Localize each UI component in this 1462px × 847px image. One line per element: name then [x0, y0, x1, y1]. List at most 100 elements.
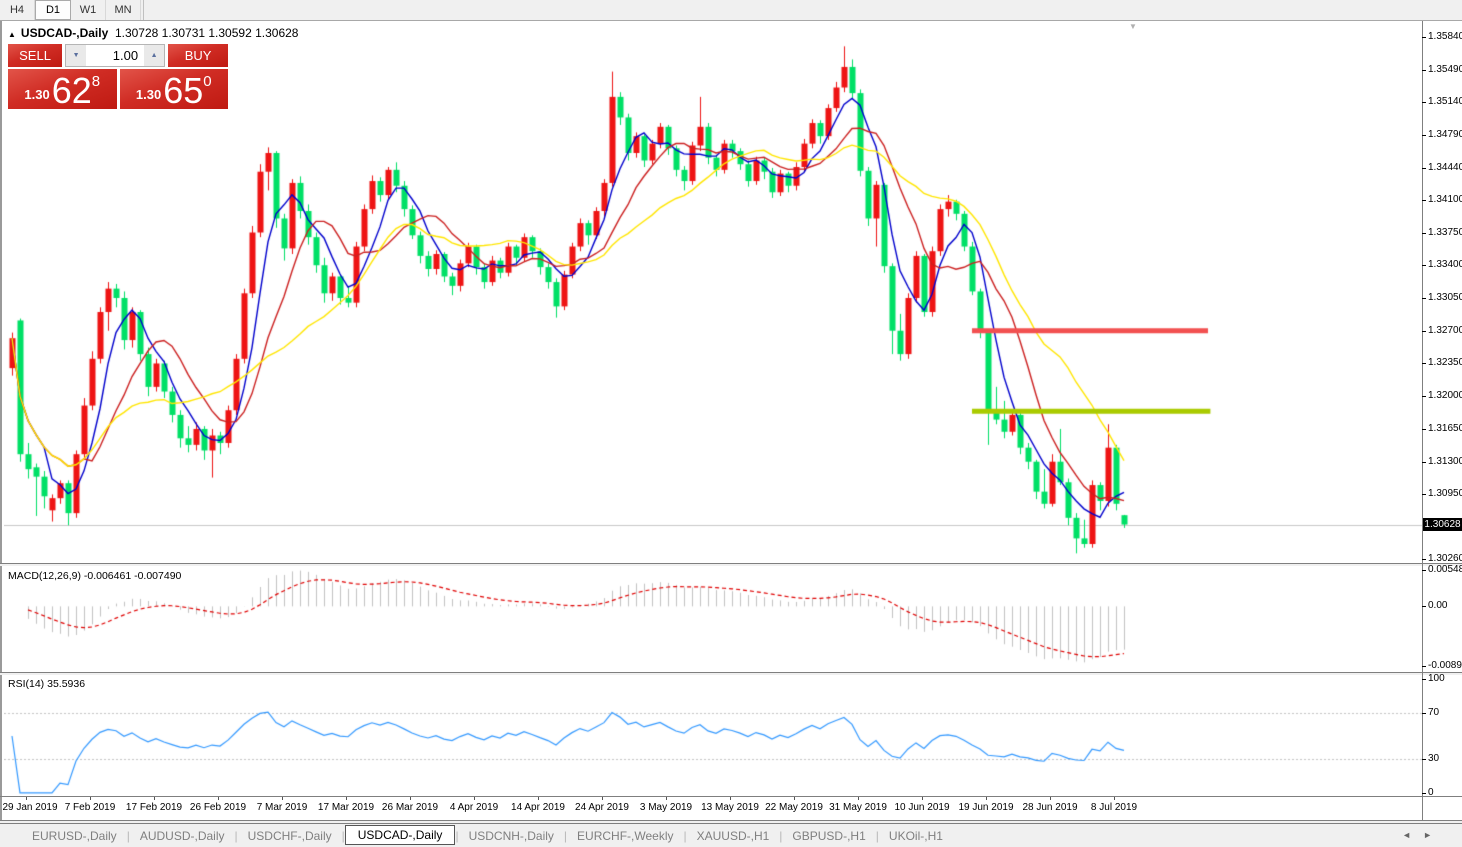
collapse-panel-icon[interactable]: ▲ [8, 30, 16, 39]
chart-tab-usdcnh[interactable]: USDCNH-,Daily [468, 828, 554, 843]
date-tick-label: 26 Feb 2019 [189, 802, 247, 813]
macd-pane-canvas[interactable] [4, 566, 1424, 672]
date-tick-label: 13 May 2019 [701, 802, 759, 813]
rsi-pane-canvas[interactable] [4, 675, 1424, 797]
buy-price-sup: 0 [203, 73, 212, 90]
date-tick-label: 7 Mar 2019 [256, 802, 308, 813]
rsi-tick-label: 30 [1428, 752, 1440, 764]
date-tick-label: 31 May 2019 [829, 802, 887, 813]
date-tick [410, 797, 411, 800]
price-axis-border [1422, 21, 1423, 820]
macd-tick-label: 0.005484 [1428, 564, 1462, 575]
price-tick-label-tick [1422, 558, 1426, 560]
macd-tick-label-tick [1422, 665, 1426, 667]
chart-tab-eurchf[interactable]: EURCHF-,Weekly [577, 828, 674, 843]
price-tick-label: 1.35140 [1428, 96, 1462, 108]
date-tick-label: 29 Jan 2019 [2, 802, 58, 813]
chart-tab-usdcad[interactable]: USDCAD-,Daily [344, 824, 456, 845]
price-tick-label: 1.32700 [1428, 324, 1462, 336]
macd-tick-label-tick [1422, 606, 1426, 608]
chart-title-bar: ▲ USDCAD-,Daily 1.30728 1.30731 1.30592 1… [8, 26, 298, 40]
volume-input[interactable] [86, 45, 145, 66]
price-tick-label-tick [1422, 297, 1426, 299]
price-tick-label-tick [1422, 167, 1426, 169]
price-tick-label: 1.32350 [1428, 357, 1462, 369]
sell-button[interactable]: SELL [8, 44, 63, 67]
date-axis-border [0, 796, 1462, 797]
macd-values: -0.006461 -0.007490 [83, 570, 182, 582]
volume-decrease-button[interactable]: ▼ [66, 45, 87, 66]
date-tick [282, 797, 283, 800]
date-tick-label: 14 Apr 2019 [511, 802, 565, 813]
date-tick [666, 797, 667, 800]
buy-price-big: 65 [163, 70, 204, 111]
price-chart-canvas[interactable] [4, 21, 1424, 563]
price-tick-label-tick [1422, 494, 1426, 496]
rsi-value: 35.5936 [47, 678, 86, 690]
sell-price-display[interactable]: 1.30 62 8 [8, 69, 117, 109]
tab-scroll-right-icon[interactable]: ► [1423, 830, 1444, 840]
price-tick-label-tick [1422, 232, 1426, 234]
tab-scroll-arrows[interactable]: ◄► [1402, 830, 1444, 840]
date-tick [474, 797, 475, 800]
price-tick-label: 1.33050 [1428, 291, 1462, 303]
date-tick [794, 797, 795, 800]
chart-tab-ukoil[interactable]: UKOil-,H1 [888, 828, 943, 843]
sell-price-sup: 8 [91, 73, 101, 90]
timeframe-tab-d1[interactable]: D1 [35, 0, 71, 20]
macd-tick-label-tick [1422, 570, 1426, 571]
date-tick [1050, 797, 1051, 800]
current-price-tag: 1.30628 [1423, 518, 1462, 532]
price-tick-label: 1.31650 [1428, 422, 1462, 434]
chart-tab-gbpusd[interactable]: GBPUSD-,H1 [792, 828, 866, 843]
price-tick-label: 1.30950 [1428, 488, 1462, 500]
price-tick-label: 1.35840 [1428, 30, 1462, 42]
pane-splitter[interactable] [0, 672, 1462, 673]
date-tick [26, 797, 27, 800]
date-tick-label: 26 Mar 2019 [381, 802, 439, 813]
chart-tab-xauusd[interactable]: XAUUSD-,H1 [696, 828, 770, 843]
buy-price-display[interactable]: 1.30 65 0 [119, 69, 228, 111]
rsi-indicator-label: RSI(14) 35.5936 [8, 678, 86, 690]
timeframe-tab-mn[interactable]: MN [106, 0, 141, 20]
date-tick [922, 797, 923, 800]
volume-increase-button[interactable]: ▲ [144, 45, 165, 66]
rsi-tick-label: 100 [1428, 673, 1445, 685]
buy-price-prefix: 1.30 [135, 87, 162, 102]
date-tick [858, 797, 859, 800]
price-tick-label-tick [1422, 135, 1426, 137]
timeframe-tab-h4[interactable]: H4 [0, 0, 35, 20]
chart-tab-usdchf[interactable]: USDCHF-,Daily [247, 828, 332, 843]
sell-price-big: 62 [51, 70, 92, 111]
date-tick [154, 797, 155, 800]
date-tick [1114, 797, 1115, 800]
price-tick-label-tick [1422, 265, 1426, 267]
sell-price-prefix: 1.30 [24, 87, 50, 102]
pane-splitter[interactable] [0, 563, 1462, 564]
date-tick [538, 797, 539, 800]
price-tick-label-tick [1422, 199, 1426, 201]
timeframe-toolbar: H4 D1 W1 MN [0, 0, 1462, 21]
buy-button[interactable]: BUY [168, 44, 228, 67]
window-bottom-face [0, 821, 1462, 823]
date-tick-label: 24 Apr 2019 [575, 802, 629, 813]
rsi-tick-label-tick [1422, 758, 1426, 760]
date-tick-label: 22 May 2019 [765, 802, 823, 813]
tab-scroll-left-icon[interactable]: ◄ [1402, 830, 1424, 840]
tab-separator: | [234, 828, 238, 843]
chart-shift-icon[interactable]: ▼ [1129, 22, 1137, 31]
price-tick-label-tick [1422, 102, 1426, 104]
timeframe-tab-w1[interactable]: W1 [71, 0, 106, 20]
pane-splitter-face [0, 564, 1462, 566]
date-tick [346, 797, 347, 800]
price-tick-label-tick [1422, 428, 1426, 430]
rsi-tick-label: 0 [1428, 786, 1434, 798]
chart-tab-eurusd[interactable]: EURUSD-,Daily [32, 828, 117, 843]
date-axis[interactable]: 29 Jan 2019 7 Feb 2019 17 Feb 2019 26 Feb 2… [2, 797, 1422, 820]
date-tick-label: 8 Jul 2019 [1090, 802, 1138, 813]
ohlc-quote: 1.30728 1.30731 1.30592 1.30628 [114, 26, 299, 40]
chart-tab-audusd[interactable]: AUDUSD-,Daily [139, 828, 225, 843]
price-tick-label: 1.32000 [1428, 390, 1462, 402]
price-tick-label-tick [1422, 363, 1426, 365]
